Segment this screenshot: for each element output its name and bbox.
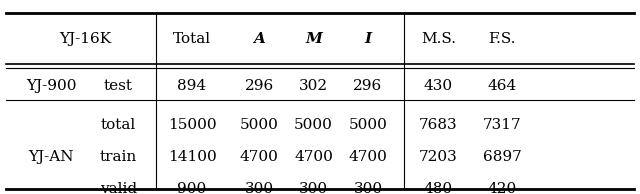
Text: 894: 894 bbox=[177, 79, 207, 93]
Text: Total: Total bbox=[173, 32, 211, 46]
Text: 480: 480 bbox=[424, 182, 453, 194]
Text: train: train bbox=[100, 150, 137, 164]
Text: M: M bbox=[305, 32, 322, 46]
Text: A: A bbox=[253, 32, 265, 46]
Text: 300: 300 bbox=[244, 182, 274, 194]
Text: 7317: 7317 bbox=[483, 118, 522, 132]
Text: 900: 900 bbox=[177, 182, 207, 194]
Text: YJ-900: YJ-900 bbox=[26, 79, 76, 93]
Text: M.S.: M.S. bbox=[421, 32, 456, 46]
Text: 296: 296 bbox=[353, 79, 383, 93]
Text: 4700: 4700 bbox=[294, 150, 333, 164]
Text: total: total bbox=[100, 118, 136, 132]
Text: 7683: 7683 bbox=[419, 118, 458, 132]
Text: 300: 300 bbox=[353, 182, 383, 194]
Text: 302: 302 bbox=[299, 79, 328, 93]
Text: 300: 300 bbox=[299, 182, 328, 194]
Text: 6897: 6897 bbox=[483, 150, 522, 164]
Text: valid: valid bbox=[100, 182, 137, 194]
Text: 7203: 7203 bbox=[419, 150, 458, 164]
Text: test: test bbox=[104, 79, 133, 93]
Text: 420: 420 bbox=[488, 182, 517, 194]
Text: 430: 430 bbox=[424, 79, 453, 93]
Text: 464: 464 bbox=[488, 79, 517, 93]
Text: 14100: 14100 bbox=[168, 150, 216, 164]
Text: 296: 296 bbox=[244, 79, 274, 93]
Text: YJ-AN: YJ-AN bbox=[28, 150, 74, 164]
Text: 15000: 15000 bbox=[168, 118, 216, 132]
Text: 5000: 5000 bbox=[240, 118, 278, 132]
Text: 5000: 5000 bbox=[294, 118, 333, 132]
Text: YJ-16K: YJ-16K bbox=[59, 32, 111, 46]
Text: 4700: 4700 bbox=[349, 150, 387, 164]
Text: 4700: 4700 bbox=[240, 150, 278, 164]
Text: 5000: 5000 bbox=[349, 118, 387, 132]
Text: F.S.: F.S. bbox=[489, 32, 516, 46]
Text: I: I bbox=[364, 32, 372, 46]
